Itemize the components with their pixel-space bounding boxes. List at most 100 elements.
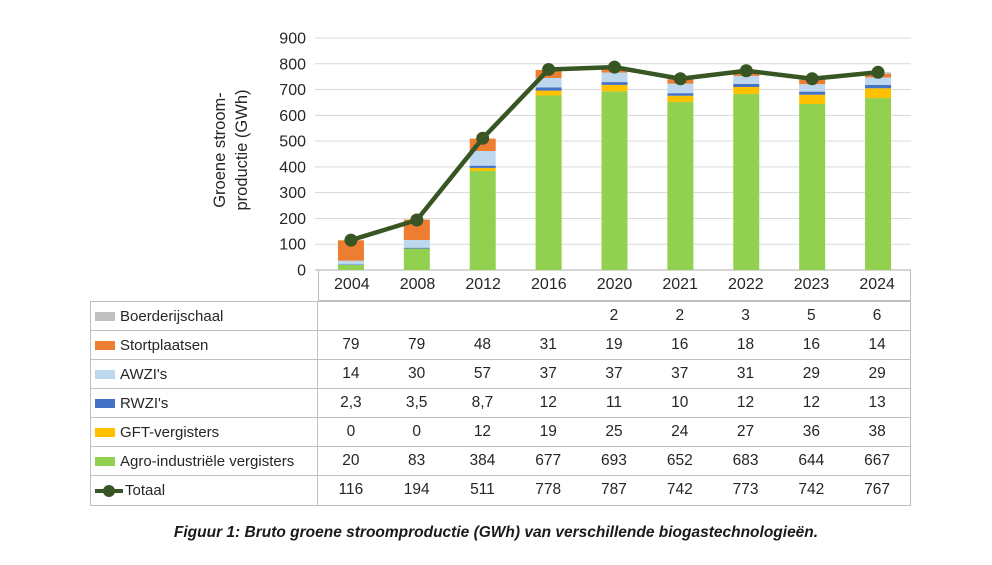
bar-segment — [535, 95, 562, 271]
table-value-cell: 384 — [469, 452, 496, 469]
bar-segment — [667, 95, 694, 102]
table-value-cell: 48 — [473, 336, 492, 353]
table-value-cell: 31 — [736, 365, 755, 382]
series-label: GFT-vergisters — [120, 423, 220, 441]
table-value-cell: 667 — [864, 452, 891, 469]
table-value-cell: 3 — [741, 307, 750, 324]
table-value-cell — [450, 302, 516, 330]
bar-segment — [865, 84, 892, 89]
table-value-cell: 16 — [671, 336, 689, 353]
table-value-cell: 12 — [802, 394, 820, 411]
y-tick-label: 400 — [279, 159, 306, 176]
table-value-cell: 787 — [601, 481, 627, 498]
table-value-cell: 2 — [609, 307, 619, 324]
table-row: Totaal 116 194 511 778 787 742 773 742 767 — [91, 476, 910, 505]
table-row: Agro-industriële vergisters 20 83 384 677 693… — [91, 447, 910, 476]
x-tick-label: 2021 — [662, 276, 698, 293]
table-value-cell: 36 — [802, 423, 820, 440]
y-tick-label: 0 — [297, 263, 306, 280]
series-label: Agro-industriële vergisters — [120, 452, 295, 470]
bar-segment — [601, 84, 628, 92]
bar-segment — [403, 248, 430, 270]
legend-color-swatch — [95, 369, 115, 379]
bar-segment — [403, 247, 430, 249]
table-value-cell: 19 — [605, 336, 623, 353]
bar-segment — [865, 98, 892, 270]
table-value-cell: 14 — [868, 336, 886, 353]
y-tick-label: 900 — [279, 31, 306, 48]
legend-color-swatch — [95, 427, 115, 437]
table-value-cell: 767 — [864, 481, 891, 498]
table-value-cell: 12 — [539, 394, 557, 411]
total-marker — [739, 64, 753, 78]
table-value-cell: 0 — [346, 423, 356, 440]
table-value-cell: 25 — [605, 423, 623, 440]
series-label: AWZI's — [120, 365, 168, 383]
total-marker — [871, 65, 885, 79]
table-value-cell: 5 — [807, 307, 816, 324]
bar-segment — [601, 72, 628, 83]
bar-segment — [601, 91, 628, 270]
x-tick-label: 2024 — [859, 276, 895, 293]
y-tick-label: 100 — [279, 237, 306, 254]
y-tick-label: 800 — [279, 56, 306, 73]
table-value-cell: 10 — [671, 394, 689, 411]
table-value-cell: 37 — [539, 365, 557, 382]
total-marker — [410, 213, 424, 227]
table-value-cell: 31 — [539, 336, 557, 353]
bar-segment — [865, 88, 892, 99]
bar-segment — [535, 77, 562, 88]
table-row: AWZI's 14 30 57 37 37 37 31 29 29 — [91, 360, 910, 389]
year-header-row: 2004 2008 2012 2016 2020 2021 2022 2023 2024 — [318, 270, 911, 301]
table-value-cell: 683 — [732, 452, 759, 469]
series-label: RWZI's — [120, 394, 169, 412]
table-row: GFT-vergisters 0 0 12 19 25 24 27 36 38 — [91, 418, 910, 447]
table-value-cell: 677 — [535, 452, 562, 469]
table-value-cell: 652 — [666, 452, 693, 469]
bar-segment — [403, 219, 430, 240]
series-label: Stortplaatsen — [120, 336, 209, 354]
bar-segment — [667, 101, 694, 270]
table-value-cell: 12 — [473, 423, 492, 440]
bar-segment — [799, 91, 826, 95]
bar-segment — [667, 93, 694, 96]
table-value-cell: 12 — [736, 394, 755, 411]
table-value-cell: 27 — [736, 423, 755, 440]
bar-segment — [667, 83, 694, 94]
table-body: Boerderijschaal 2 2 3 5 6 Stortplaatsen 79 79 48 3… — [90, 301, 911, 506]
table-value-cell: 37 — [605, 365, 623, 382]
total-marker — [805, 72, 819, 86]
x-tick-label: 2023 — [793, 276, 830, 293]
table-value-cell: 511 — [470, 481, 495, 498]
bar-segment — [337, 240, 364, 261]
total-marker — [608, 60, 621, 74]
legend-line-swatch — [95, 484, 123, 497]
table-value-cell: 29 — [802, 365, 820, 382]
table-row: Stortplaatsen 79 79 48 31 19 16 18 16 14 — [91, 331, 910, 360]
table-value-cell — [515, 302, 581, 330]
bar-segment — [601, 82, 628, 85]
bar-segment — [535, 87, 562, 91]
legend-label-cell: Stortplaatsen — [91, 331, 318, 359]
bar-segment — [865, 77, 892, 85]
legend-label-cell: Agro-industriële vergisters — [91, 447, 318, 475]
legend-label-cell: GFT-vergisters — [91, 418, 318, 446]
bar-segment — [469, 171, 496, 270]
figure-caption: Figuur 1: Bruto groene stroomproductie (… — [173, 524, 819, 541]
legend-color-swatch — [95, 311, 115, 321]
table-row: Boerderijschaal 2 2 3 5 6 — [91, 302, 910, 331]
x-tick-label: 2004 — [334, 276, 370, 293]
table-value-cell: 778 — [535, 481, 562, 498]
bar-segment — [469, 150, 496, 166]
table-value-cell: 83 — [408, 452, 426, 469]
legend-marker-dot — [103, 485, 115, 497]
bar-segment — [337, 264, 364, 265]
series-label: Totaal — [125, 482, 166, 499]
bar-segment — [403, 239, 430, 248]
bar-segment — [469, 167, 496, 172]
total-marker — [542, 62, 556, 76]
table-value-cell: 29 — [868, 365, 886, 382]
legend-label-cell: Totaal — [91, 476, 318, 505]
bar-segment — [469, 165, 496, 168]
